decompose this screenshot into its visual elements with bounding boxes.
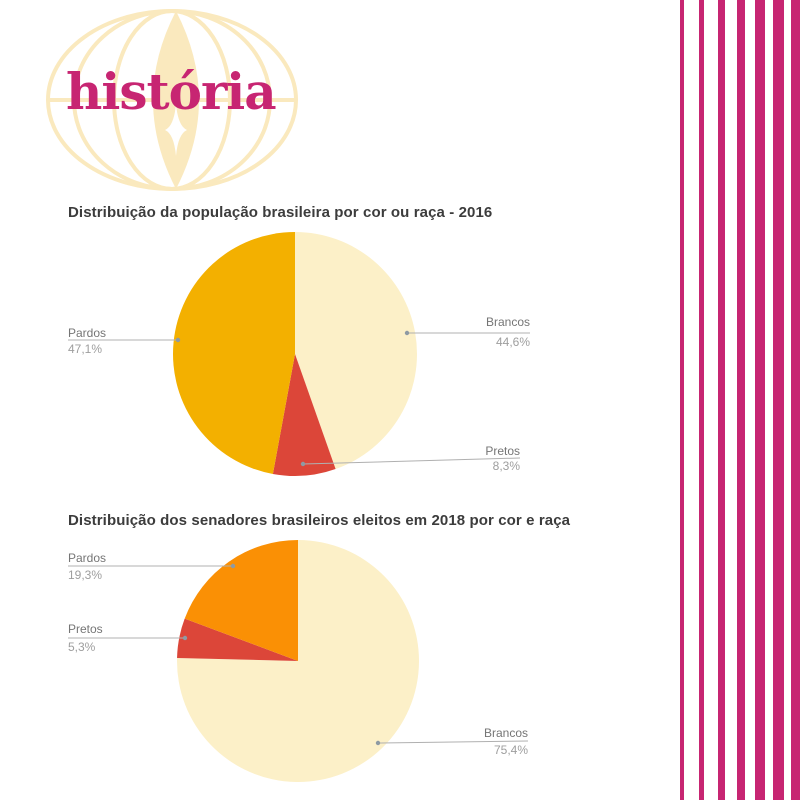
slice-label-pretos: Pretos [485,444,520,458]
slice-value-brancos: 44,6% [495,335,530,349]
leader-lines [68,330,530,467]
pie-slice-brancos [177,540,419,782]
slice-value-pretos: 8,3% [492,459,520,473]
slice-label-brancos: Brancos [483,726,528,740]
logo: história [0,0,320,200]
slice-label-pardos: Pardos [68,551,107,565]
slice-value-pretos: 5,3% [68,640,96,654]
slice-label-brancos: Brancos [485,315,530,329]
vertical-stripe [718,0,725,800]
slice-value-pardos: 19,3% [68,568,103,582]
vertical-stripe [737,0,745,800]
vertical-stripe [755,0,765,800]
pie-slice-pardos [173,232,295,474]
vertical-stripe [699,0,704,800]
chart-title-senators-2018: Distribuição dos senadores brasileiros e… [68,512,571,529]
slice-value-brancos: 75,4% [493,743,528,757]
pie-slices [173,232,417,476]
pie-slice-pretos [177,618,298,661]
vertical-stripe [791,0,800,800]
chart-title-population-2016: Distribuição da população brasileira por… [68,204,493,221]
pie-chart-senators-2018 [68,540,529,782]
slice-label-pretos: Pretos [68,622,103,636]
globe-icon [46,9,298,191]
pie-slices [177,540,419,782]
slice-value-pardos: 47,1% [68,342,103,356]
vertical-stripe [773,0,784,800]
leader-lines [68,563,529,746]
pie-slice-pardos [184,540,298,661]
pie-slice-pretos [272,354,336,476]
slice-label-pardos: Pardos [68,326,107,340]
pie-slice-brancos [295,232,417,470]
logo-wordmark: história [66,62,277,121]
vertical-stripe [680,0,684,800]
pie-chart-population-2016 [68,232,530,476]
